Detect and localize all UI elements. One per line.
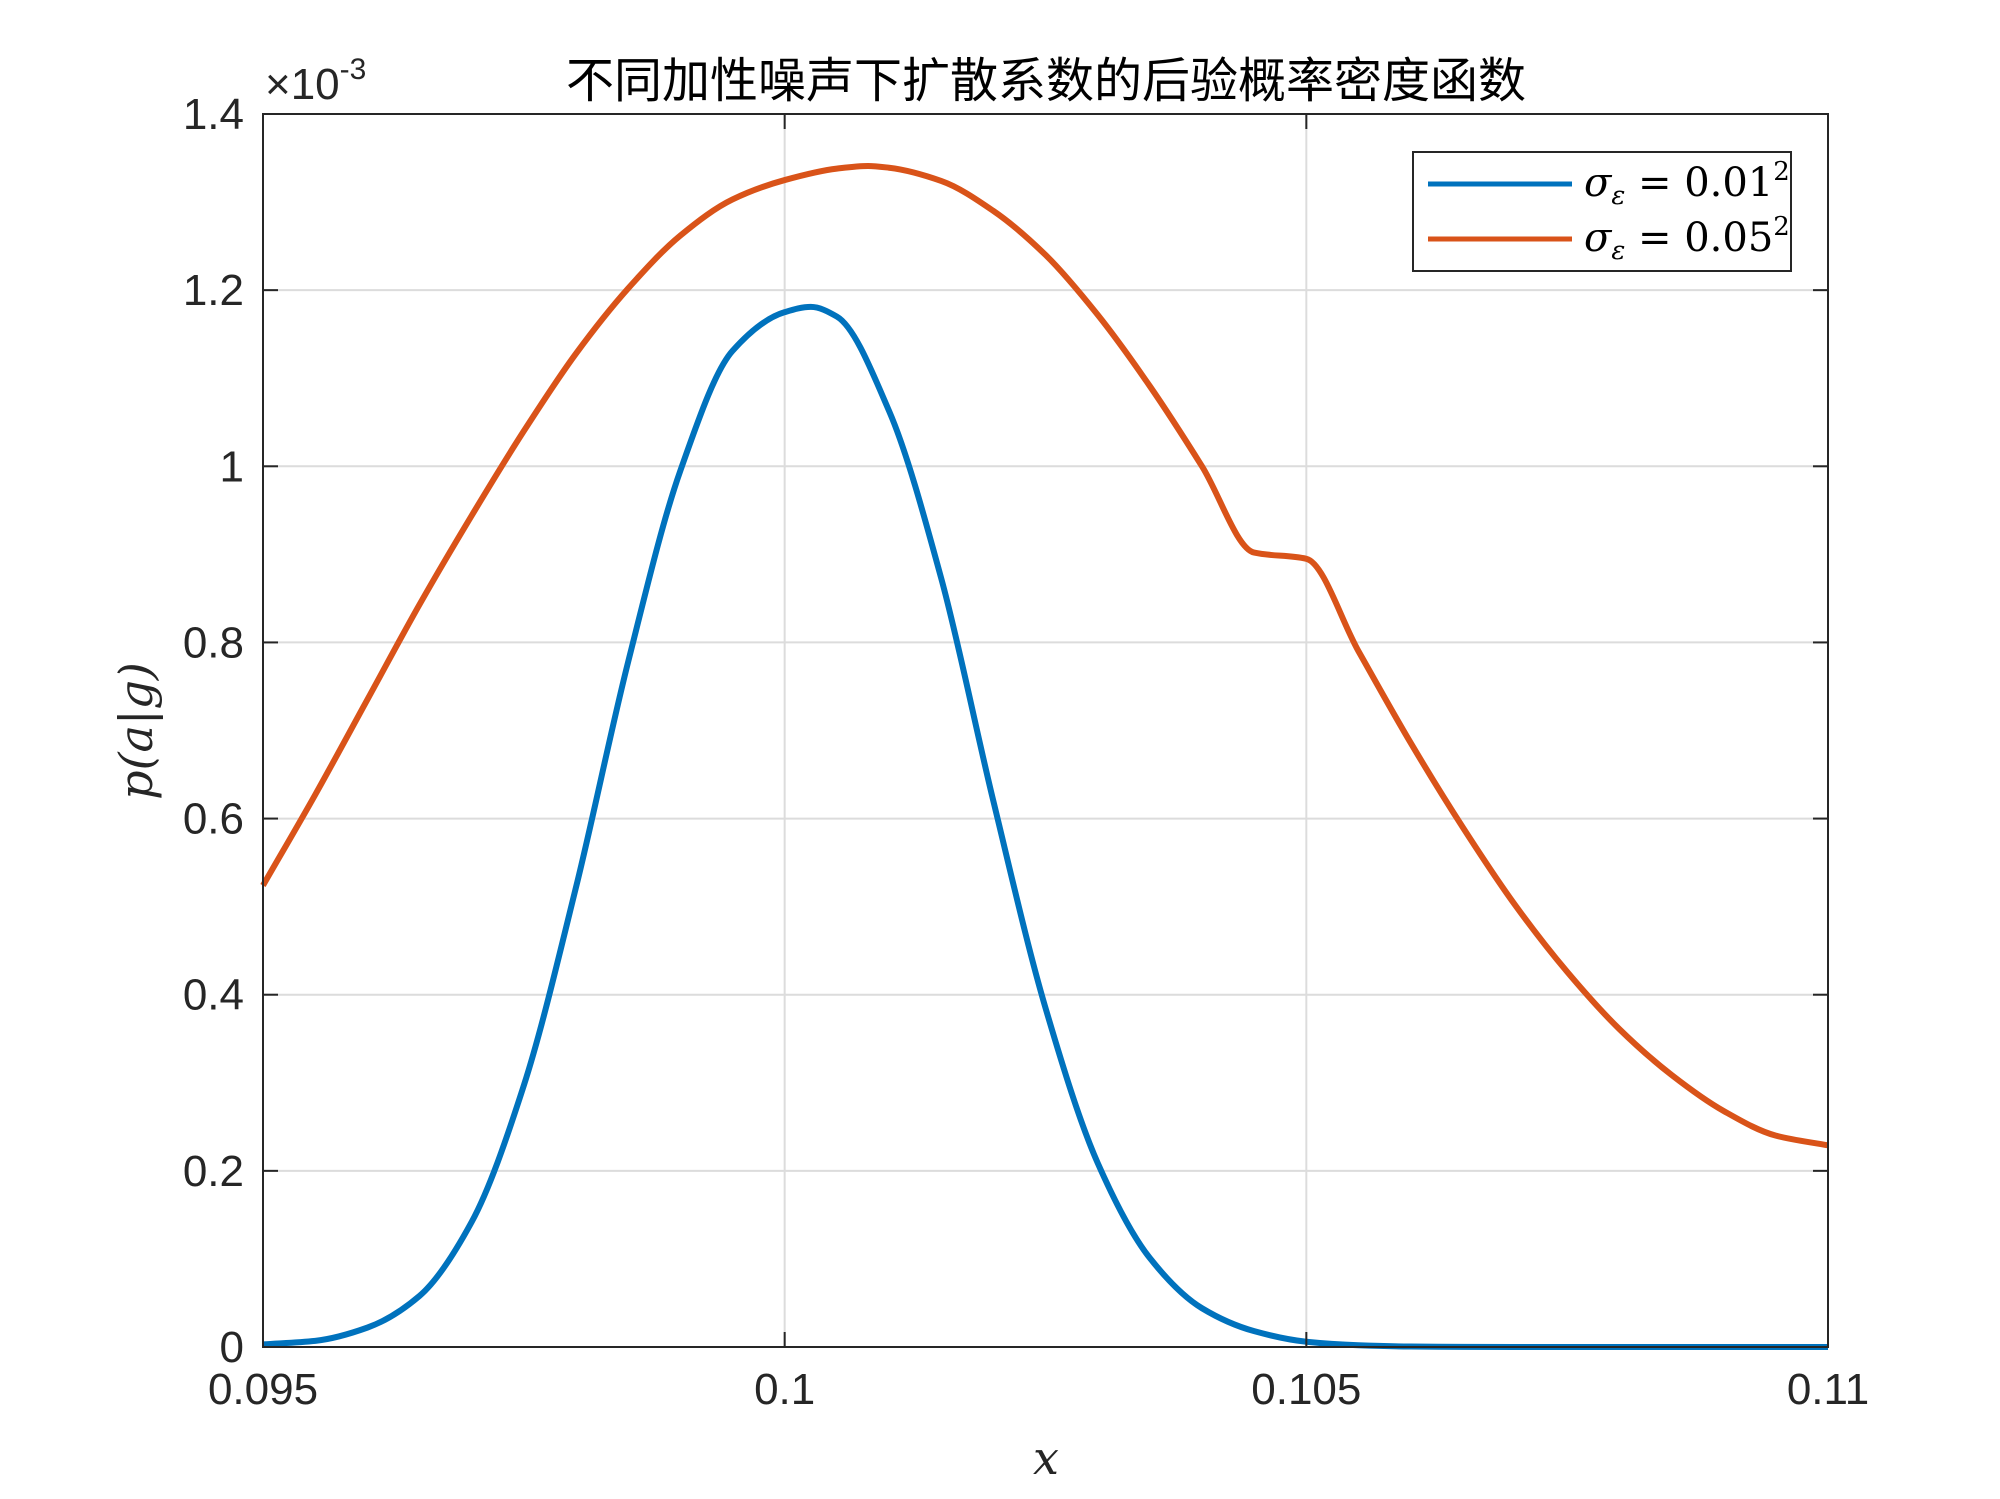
x-tick-label: 0.105	[1251, 1365, 1361, 1414]
y-tick-label: 0.2	[183, 1147, 244, 1196]
legend-subscript-series-1: ε	[1611, 181, 1625, 211]
y-exponent-label: ×10-3	[265, 53, 366, 109]
legend-box	[1412, 151, 1792, 272]
y-tick-label: 1	[220, 442, 244, 491]
x-tick-labels: 0.095 0.1 0.105 0.11	[208, 1365, 1869, 1414]
x-tick-label: 0.1	[754, 1365, 815, 1414]
legend: σε = 0.012 σε = 0.052	[1412, 151, 1792, 272]
legend-label-series-1: σε = 0.012	[1584, 157, 1790, 211]
y-exponent-power: -3	[340, 53, 367, 86]
legend-equals-series-2: =	[1625, 215, 1684, 261]
legend-symbol-series-2: σ	[1584, 215, 1613, 261]
series-line-2	[260, 162, 1829, 1149]
legend-value-series-1: 0.01	[1684, 160, 1773, 206]
axes-box	[262, 113, 1829, 1348]
legend-symbol-series-1: σ	[1584, 160, 1613, 206]
x-tick-label: 0.11	[1787, 1365, 1869, 1414]
y-tick-label: 1.2	[183, 266, 244, 315]
legend-equals-series-1: =	[1625, 160, 1684, 206]
y-tick-label: 0	[220, 1323, 244, 1372]
x-axis-label: x	[1033, 1431, 1059, 1485]
y-tick-labels: 0 0.2 0.4 0.6 0.8 1 1.2 1.4	[183, 90, 244, 1372]
plot-area	[263, 114, 1828, 1347]
y-tick-label: 0.8	[183, 618, 244, 667]
grid-lines	[263, 114, 1828, 1347]
legend-value-series-2: 0.05	[1684, 215, 1773, 261]
legend-superscript-series-1: 2	[1773, 157, 1790, 187]
chart-title: 不同加性噪声下扩散系数的后验概率密度函数	[566, 53, 1526, 109]
y-exponent-base: ×10	[265, 60, 340, 109]
y-tick-label: 0.4	[183, 971, 244, 1020]
y-axis-label: p(a|g)	[109, 662, 163, 800]
tick-marks	[262, 113, 1829, 1348]
y-tick-label: 0.6	[183, 795, 244, 844]
legend-subscript-series-2: ε	[1611, 236, 1625, 266]
legend-label-series-2: σε = 0.052	[1584, 212, 1790, 266]
x-tick-label: 0.095	[208, 1365, 318, 1414]
y-tick-label: 1.4	[183, 90, 244, 139]
legend-superscript-series-2: 2	[1773, 212, 1790, 242]
